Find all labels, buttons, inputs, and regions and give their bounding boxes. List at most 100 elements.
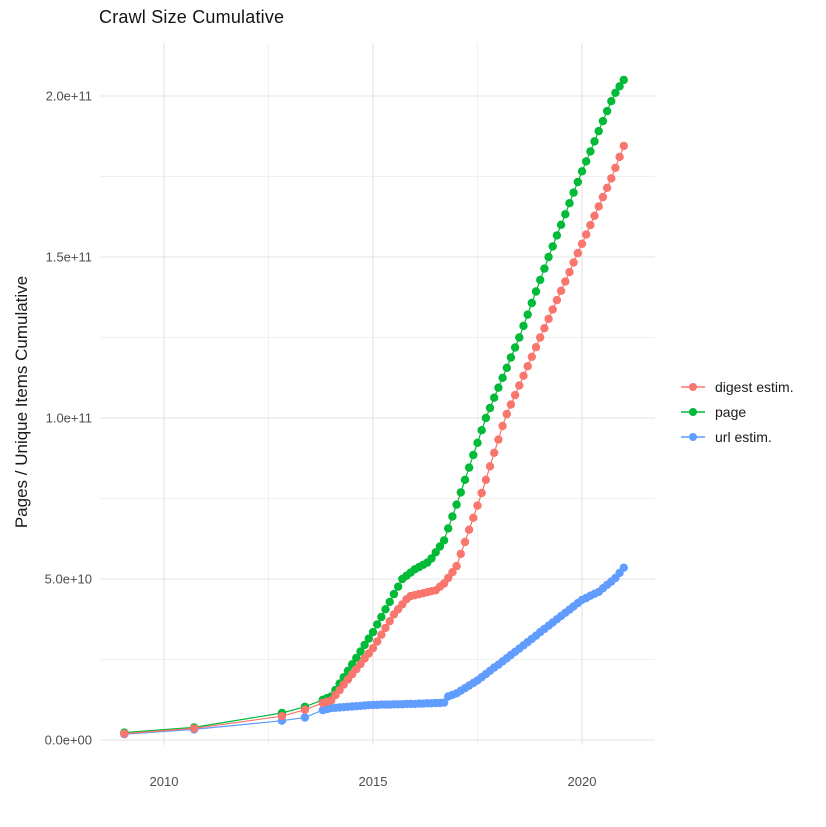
- data-point: [594, 202, 603, 211]
- legend-key-icon: [681, 383, 705, 391]
- legend-key-icon: [681, 408, 705, 416]
- data-point: [427, 554, 436, 563]
- data-point: [573, 248, 582, 258]
- data-point: [277, 712, 287, 721]
- data-point: [619, 563, 628, 572]
- data-point: [490, 448, 499, 457]
- data-point: [598, 192, 608, 202]
- data-point: [544, 252, 553, 262]
- data-point: [300, 713, 310, 722]
- data-point: [381, 605, 390, 614]
- data-point: [300, 705, 310, 714]
- data-point: [506, 353, 516, 362]
- data-point: [561, 210, 570, 219]
- legend-key-icon: [681, 433, 705, 441]
- data-point: [586, 220, 595, 230]
- data-point: [439, 698, 449, 707]
- data-point: [460, 475, 470, 484]
- data-point: [569, 188, 578, 197]
- data-point: [540, 324, 549, 333]
- legend-item-page: page: [680, 404, 794, 420]
- data-point: [452, 500, 461, 509]
- data-point: [448, 568, 457, 577]
- data-point: [556, 286, 566, 295]
- data-point: [498, 373, 507, 382]
- data-point: [485, 462, 495, 471]
- y-tick-label: 1.5e+11: [46, 250, 92, 265]
- data-point: [502, 409, 511, 419]
- data-point: [565, 199, 574, 208]
- legend-item-digest-estim: digest estim.: [680, 379, 794, 395]
- data-point: [565, 267, 574, 277]
- data-point: [523, 310, 532, 319]
- data-point: [611, 88, 620, 98]
- data-point: [368, 644, 378, 653]
- data-point: [527, 352, 536, 361]
- data-point: [598, 116, 608, 126]
- data-point: [444, 573, 453, 583]
- data-point: [189, 724, 199, 733]
- series-page: [120, 75, 628, 737]
- y-tick-label: 5.0e+10: [45, 572, 92, 587]
- legend-item-url-estim: url estim.: [680, 429, 794, 445]
- data-point: [527, 298, 536, 308]
- data-point: [452, 561, 461, 571]
- data-point: [439, 536, 449, 545]
- data-point: [602, 183, 612, 192]
- data-point: [573, 177, 582, 187]
- data-point: [490, 393, 499, 402]
- data-point: [385, 617, 394, 626]
- y-tick-label: 2.0e+11: [46, 89, 92, 104]
- data-point: [356, 647, 365, 656]
- data-point: [389, 589, 399, 599]
- data-point: [519, 371, 528, 380]
- data-point: [523, 362, 532, 371]
- data-point: [431, 548, 440, 557]
- data-point: [373, 637, 382, 646]
- legend-label: page: [715, 404, 747, 420]
- data-point: [556, 220, 566, 229]
- data-point: [552, 295, 562, 305]
- data-point: [460, 537, 470, 547]
- data-point: [473, 501, 482, 510]
- data-point: [615, 82, 624, 91]
- x-tick-label: 2015: [359, 774, 388, 789]
- data-point: [360, 640, 369, 650]
- data-point: [590, 137, 599, 146]
- data-point: [469, 513, 478, 522]
- data-point: [120, 729, 129, 738]
- data-point: [607, 97, 616, 106]
- data-point: [510, 343, 520, 352]
- data-point: [611, 163, 620, 172]
- data-point: [469, 450, 478, 460]
- data-point: [393, 582, 403, 591]
- data-point: [494, 435, 503, 444]
- data-point: [477, 488, 486, 498]
- data-point: [536, 333, 545, 342]
- data-point: [381, 623, 390, 633]
- data-point: [582, 230, 591, 239]
- data-point: [494, 383, 503, 392]
- data-point: [435, 542, 445, 551]
- data-point: [485, 403, 495, 413]
- data-point: [364, 634, 373, 643]
- data-point: [544, 314, 553, 323]
- legend: digest estim. page url estim.: [680, 379, 794, 445]
- data-point: [586, 147, 595, 156]
- data-point: [510, 390, 520, 400]
- data-point: [519, 321, 528, 331]
- data-point: [456, 549, 465, 559]
- data-point: [548, 242, 557, 251]
- data-point: [548, 305, 557, 314]
- data-point: [582, 157, 591, 166]
- data-point: [377, 612, 386, 622]
- x-tick-label: 2010: [150, 774, 179, 789]
- data-point: [473, 438, 482, 447]
- data-point: [444, 524, 453, 533]
- data-point: [552, 231, 562, 240]
- data-point: [515, 381, 524, 390]
- data-point: [619, 75, 628, 85]
- data-point: [456, 488, 465, 497]
